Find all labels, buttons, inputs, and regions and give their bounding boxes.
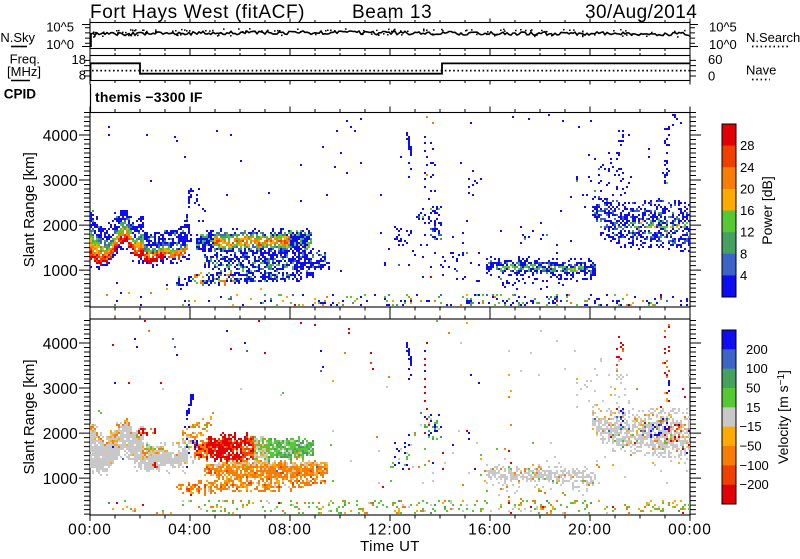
svg-text:1000: 1000 bbox=[43, 471, 78, 488]
svg-text:4000: 4000 bbox=[43, 336, 78, 353]
svg-text:10^5: 10^5 bbox=[709, 20, 737, 35]
svg-text:08:00: 08:00 bbox=[268, 522, 312, 539]
svg-text:04:00: 04:00 bbox=[168, 522, 212, 539]
svg-text:−200: −200 bbox=[740, 477, 769, 492]
svg-text:CPID: CPID bbox=[4, 87, 37, 102]
svg-text:100: 100 bbox=[746, 361, 768, 376]
svg-text:00:00: 00:00 bbox=[668, 522, 712, 539]
svg-text:10^0: 10^0 bbox=[709, 37, 737, 52]
svg-text:50: 50 bbox=[746, 381, 760, 396]
svg-text:15: 15 bbox=[746, 400, 760, 415]
svg-text:3000: 3000 bbox=[43, 173, 78, 190]
svg-text:Time UT: Time UT bbox=[360, 538, 420, 554]
svg-text:[MHz]: [MHz] bbox=[7, 64, 41, 79]
svg-text:24: 24 bbox=[740, 160, 754, 175]
svg-text:200: 200 bbox=[746, 342, 768, 357]
svg-text:18: 18 bbox=[72, 52, 86, 67]
svg-text:8: 8 bbox=[79, 68, 86, 83]
svg-text:16:00: 16:00 bbox=[468, 522, 512, 539]
svg-text:N.Search: N.Search bbox=[746, 30, 800, 45]
svg-text:4: 4 bbox=[740, 268, 747, 283]
svg-text:Freq.: Freq. bbox=[10, 52, 40, 67]
svg-text:Beam 13: Beam 13 bbox=[352, 2, 432, 23]
svg-text:28: 28 bbox=[740, 138, 754, 153]
svg-text:60: 60 bbox=[708, 52, 722, 67]
svg-text:4000: 4000 bbox=[43, 128, 78, 145]
svg-text:N.Sky: N.Sky bbox=[0, 30, 35, 45]
svg-text:16: 16 bbox=[740, 203, 754, 218]
svg-text:themis −3300 IF: themis −3300 IF bbox=[95, 89, 203, 105]
svg-text:−50: −50 bbox=[740, 439, 762, 454]
svg-text:0: 0 bbox=[708, 69, 715, 84]
svg-text:1000: 1000 bbox=[43, 263, 78, 280]
svg-text:3000: 3000 bbox=[43, 381, 78, 398]
svg-text:20: 20 bbox=[740, 181, 754, 196]
svg-text:Slant Range [km]: Slant Range [km] bbox=[21, 359, 38, 474]
svg-text:Fort Hays West (fitACF): Fort Hays West (fitACF) bbox=[90, 2, 305, 23]
svg-text:−100: −100 bbox=[740, 458, 769, 473]
svg-text:2000: 2000 bbox=[43, 426, 78, 443]
svg-text:00:00: 00:00 bbox=[68, 522, 112, 539]
svg-text:10^5: 10^5 bbox=[46, 20, 74, 35]
svg-text:20:00: 20:00 bbox=[568, 522, 612, 539]
svg-text:Velocity [m s−1]: Velocity [m s−1] bbox=[775, 370, 791, 464]
svg-text:8: 8 bbox=[740, 246, 747, 261]
svg-text:12: 12 bbox=[740, 225, 754, 240]
svg-text:−15: −15 bbox=[740, 419, 762, 434]
svg-text:Power [dB]: Power [dB] bbox=[759, 176, 775, 244]
svg-text:30/Aug/2014: 30/Aug/2014 bbox=[585, 2, 697, 23]
svg-text:Slant Range [km]: Slant Range [km] bbox=[21, 152, 38, 267]
svg-text:10^0: 10^0 bbox=[46, 37, 74, 52]
svg-text:12:00: 12:00 bbox=[368, 522, 412, 539]
svg-text:Nave: Nave bbox=[746, 63, 776, 78]
svg-text:2000: 2000 bbox=[43, 218, 78, 235]
